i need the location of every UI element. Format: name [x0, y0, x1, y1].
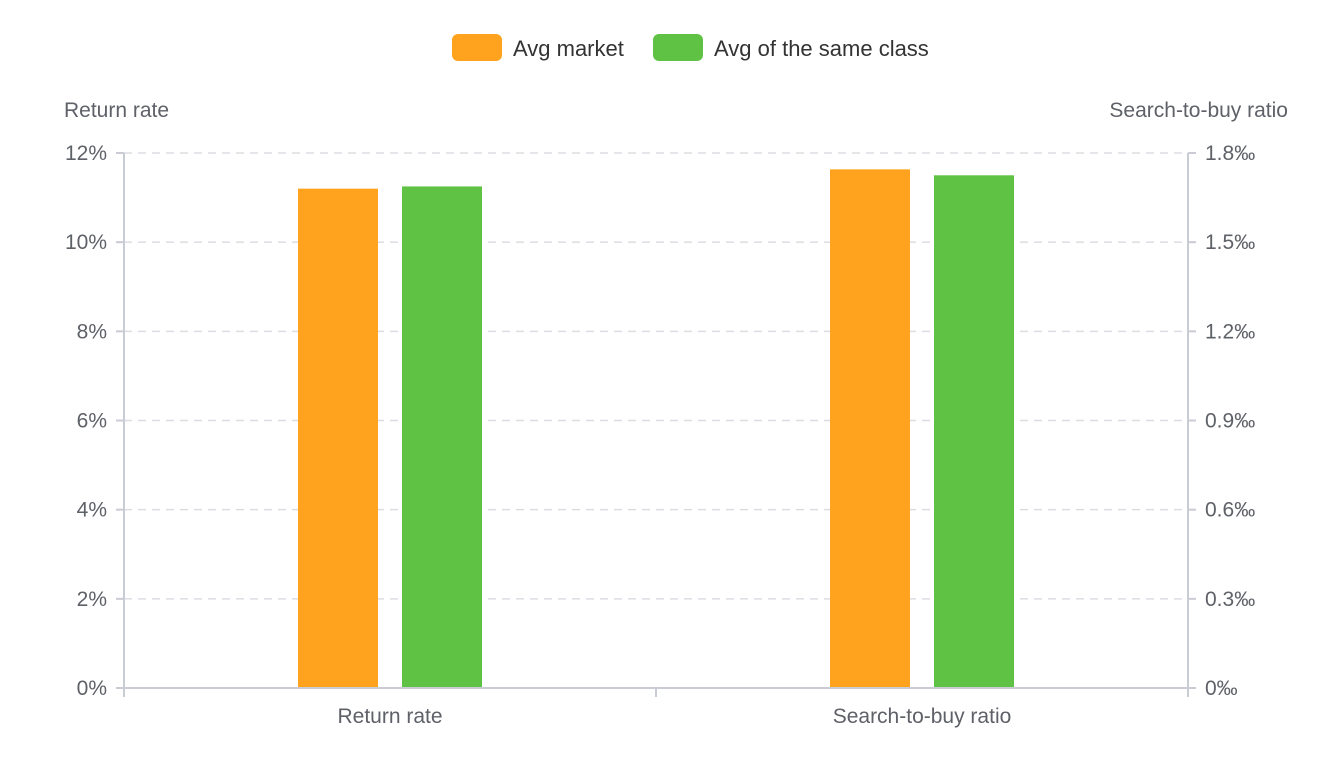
legend[interactable]: Avg market Avg of the same class [452, 34, 929, 61]
legend-swatch [653, 34, 703, 61]
left-tick-label: 10% [65, 231, 107, 254]
axes-group [123, 153, 1189, 697]
left-axis-ticks: 0% 2% 4% 6% 8% 10% 12% [65, 142, 124, 700]
bar-avg-same-class-return-rate[interactable] [402, 186, 482, 688]
right-axis-ticks: 0‰ 0.3‰ 0.6‰ 0.9‰ 1.2‰ 1.5‰ 1.8‰ [1188, 142, 1255, 700]
bars-group [298, 169, 1014, 688]
left-tick-label: 4% [77, 499, 107, 522]
category-label: Search-to-buy ratio [833, 705, 1012, 728]
legend-label: Avg market [513, 36, 624, 61]
right-tick-label: 0‰ [1205, 677, 1238, 700]
legend-swatch [452, 34, 502, 61]
legend-label: Avg of the same class [714, 36, 929, 61]
right-tick-label: 0.3‰ [1205, 588, 1255, 611]
category-labels: Return rate Search-to-buy ratio [337, 705, 1011, 728]
category-label: Return rate [337, 705, 442, 728]
gridlines [124, 152, 1188, 600]
left-tick-label: 0% [77, 677, 107, 700]
left-axis-title: Return rate [64, 99, 169, 122]
left-tick-label: 8% [77, 320, 107, 343]
legend-item-2[interactable]: Avg of the same class [653, 34, 929, 61]
left-tick-label: 6% [77, 410, 107, 433]
bar-avg-market-return-rate[interactable] [298, 188, 378, 688]
right-tick-label: 1.2‰ [1205, 320, 1255, 343]
bar-avg-market-search-to-buy[interactable] [830, 169, 910, 688]
bar-avg-same-class-search-to-buy[interactable] [934, 175, 1014, 688]
left-tick-label: 2% [77, 588, 107, 611]
left-tick-label: 12% [65, 142, 107, 165]
right-tick-label: 0.9‰ [1205, 410, 1255, 433]
right-tick-label: 1.8‰ [1205, 142, 1255, 165]
right-tick-label: 0.6‰ [1205, 499, 1255, 522]
right-axis-title: Search-to-buy ratio [1109, 99, 1288, 122]
legend-item-1[interactable]: Avg market [452, 34, 624, 61]
right-tick-label: 1.5‰ [1205, 231, 1255, 254]
